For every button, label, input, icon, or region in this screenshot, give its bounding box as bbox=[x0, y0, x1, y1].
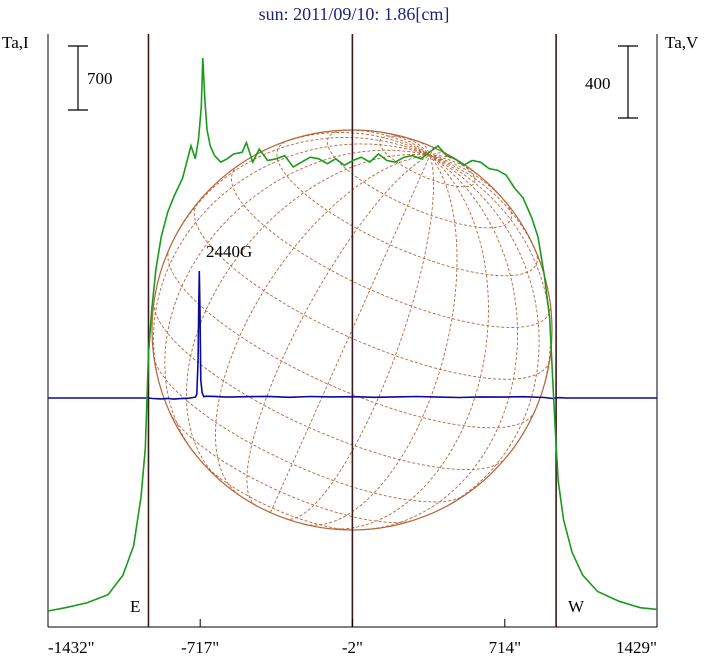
x-tick-label: 1429" bbox=[616, 638, 657, 657]
longitude-line bbox=[429, 155, 478, 175]
right-scale-bar: 400 bbox=[585, 45, 638, 119]
x-ticks: -1432" -717" -2" 714" 1429" bbox=[47, 619, 658, 657]
longitude-line bbox=[277, 132, 431, 156]
x-tick-label: -2" bbox=[342, 638, 363, 657]
latitude-line bbox=[169, 412, 412, 523]
longitude-line bbox=[366, 155, 518, 530]
longitude-line bbox=[384, 132, 431, 156]
latitude-line bbox=[276, 139, 538, 277]
x-tick-label: -1432" bbox=[48, 638, 95, 657]
vertical-reference-lines bbox=[147, 34, 557, 627]
solar-disk-grid bbox=[151, 129, 553, 531]
latitude-line bbox=[167, 248, 535, 429]
longitude-line bbox=[326, 155, 489, 530]
longitude-line bbox=[346, 129, 431, 156]
active-region-annotation: 2440G bbox=[206, 242, 252, 261]
latitude-line bbox=[153, 302, 506, 471]
longitude-line bbox=[304, 155, 458, 526]
latitude-line bbox=[201, 461, 355, 531]
longitude-line bbox=[168, 137, 431, 249]
longitude-line bbox=[185, 154, 430, 482]
right-axis-label: Ta,V bbox=[665, 33, 699, 52]
longitude-line bbox=[153, 143, 431, 390]
longitude-line bbox=[429, 155, 541, 262]
longitude-line bbox=[429, 152, 446, 156]
longitude-line bbox=[215, 155, 430, 496]
latitude-line bbox=[153, 357, 464, 503]
longitude-line bbox=[404, 136, 431, 156]
longitude-line bbox=[164, 149, 430, 453]
right-scale-label: 400 bbox=[585, 74, 611, 93]
x-tick-label: -717" bbox=[181, 638, 219, 657]
longitude-line bbox=[285, 155, 434, 520]
left-scale-bar: 700 bbox=[68, 45, 113, 111]
east-limb-label: E bbox=[130, 597, 140, 616]
latitude-line bbox=[231, 165, 551, 328]
series-ta-v-line bbox=[48, 270, 657, 400]
series-layer bbox=[47, 57, 658, 612]
longitude-line bbox=[246, 155, 431, 506]
chart-title: sun: 2011/09/10: 1.86[cm] bbox=[259, 4, 450, 24]
latitude-line bbox=[193, 203, 550, 380]
series-ta-i-line bbox=[47, 57, 658, 612]
left-scale-label: 700 bbox=[87, 69, 113, 88]
latitude-line bbox=[379, 135, 476, 188]
x-tick-label: 714" bbox=[489, 638, 521, 657]
longitude-line bbox=[429, 155, 551, 412]
left-axis-label: Ta,I bbox=[2, 33, 29, 52]
longitude-line bbox=[270, 155, 431, 513]
west-limb-label: W bbox=[568, 597, 585, 616]
